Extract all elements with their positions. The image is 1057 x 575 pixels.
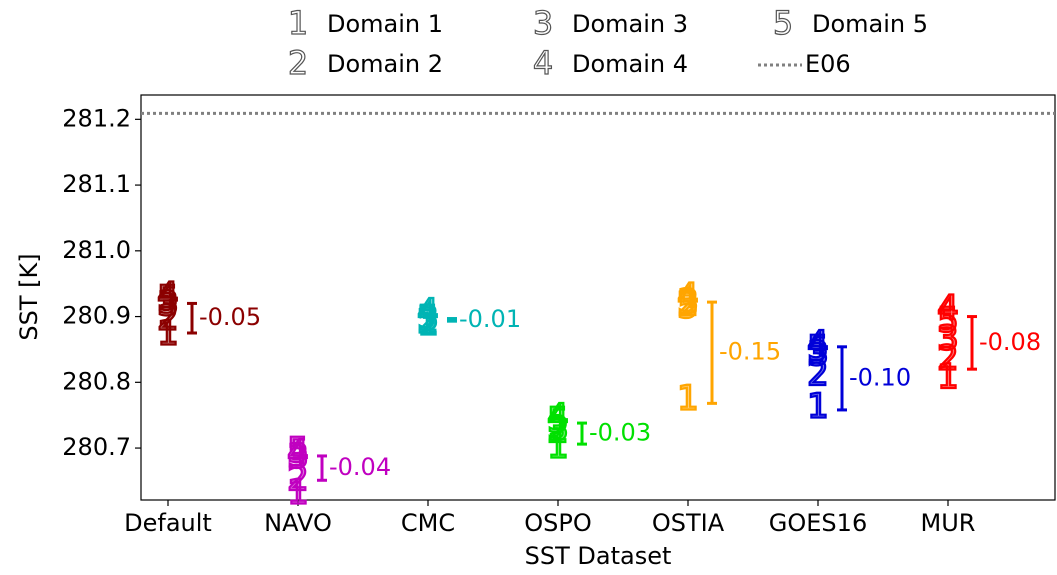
spread-label: -0.05 [199, 303, 261, 331]
domain-marker: 5 [287, 431, 309, 471]
domain-marker: 2 [937, 338, 959, 378]
domain-marker: 2 [547, 411, 569, 451]
legend-label: Domain 4 [572, 50, 688, 78]
domain-marker: 3 [807, 334, 829, 374]
legend-label: E06 [805, 50, 851, 78]
spread-label: -0.01 [459, 305, 521, 333]
x-tick-label: MUR [921, 509, 976, 537]
plot-frame [140, 94, 1056, 501]
domain-marker: 4 [807, 324, 829, 364]
domain-marker: 5 [157, 279, 179, 319]
x-tick-label: CMC [401, 509, 455, 537]
y-tick-label: 281.1 [62, 170, 131, 198]
legend-marker: 1 [288, 4, 308, 42]
domain-marker: 4 [157, 275, 179, 315]
x-tick-label: Default [124, 509, 212, 537]
domain-marker: 3 [937, 319, 959, 359]
domain-marker: 1 [937, 357, 959, 397]
spread-label: -0.04 [329, 453, 391, 481]
domain-marker: 1 [547, 427, 569, 467]
domain-marker: 1 [677, 379, 699, 419]
legend-label: Domain 3 [572, 10, 688, 38]
x-tick-label: GOES16 [769, 509, 867, 537]
legend-marker: 2 [288, 44, 308, 82]
domain-marker: 4 [677, 277, 699, 317]
x-axis-label: SST Dataset [525, 542, 672, 570]
domain-marker: 3 [157, 284, 179, 324]
spread-label: -0.08 [979, 328, 1041, 356]
y-tick-label: 280.8 [62, 367, 131, 395]
spread-label: -0.15 [719, 338, 781, 366]
domain-marker: 2 [287, 459, 309, 499]
y-axis-label: SST [K] [15, 253, 43, 340]
domain-marker: 3 [287, 436, 309, 476]
legend-marker: 4 [533, 44, 553, 82]
domain-marker: 2 [417, 302, 439, 342]
domain-marker: 5 [937, 300, 959, 340]
y-tick-label: 280.7 [62, 433, 131, 461]
x-tick-label: OSTIA [652, 509, 725, 537]
legend-label: Domain 1 [327, 10, 443, 38]
domain-marker: 5 [417, 298, 439, 338]
domain-marker: 4 [937, 288, 959, 328]
domain-marker: 5 [677, 287, 699, 327]
domain-marker: 3 [677, 282, 699, 322]
x-tick-label: NAVO [264, 509, 332, 537]
domain-marker: 2 [807, 354, 829, 394]
x-tick-label: OSPO [524, 509, 592, 537]
domain-marker: 1 [157, 313, 179, 353]
domain-marker: 1 [807, 386, 829, 426]
spread-label: -0.10 [849, 363, 911, 391]
legend-marker: 5 [773, 4, 793, 42]
domain-marker: 4 [287, 433, 309, 473]
legend-label: Domain 5 [812, 10, 928, 38]
spread-label: -0.03 [589, 419, 651, 447]
domain-marker: 3 [547, 409, 569, 449]
domain-marker: 1 [417, 304, 439, 344]
domain-marker: 2 [677, 284, 699, 324]
y-tick-label: 280.9 [62, 302, 131, 330]
domain-marker: 4 [547, 397, 569, 437]
domain-marker: 5 [807, 329, 829, 369]
y-tick-label: 281.2 [62, 104, 131, 132]
y-tick-label: 281.0 [62, 236, 131, 264]
legend-marker: 3 [533, 4, 553, 42]
domain-marker: 2 [157, 298, 179, 338]
domain-marker: 5 [547, 400, 569, 440]
domain-marker: 1 [287, 473, 309, 513]
legend-label: Domain 2 [327, 50, 443, 78]
domain-marker: 4 [417, 292, 439, 332]
domain-marker: 3 [417, 298, 439, 338]
